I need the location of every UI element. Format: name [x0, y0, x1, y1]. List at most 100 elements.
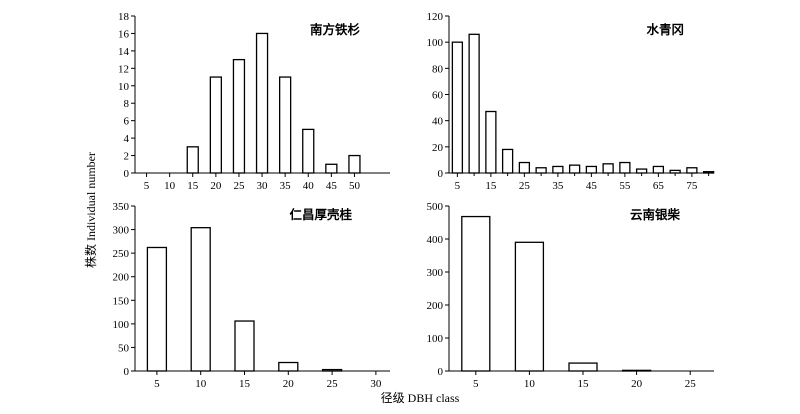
y-tick-label: 350 — [113, 201, 130, 213]
bar-20 — [621, 369, 652, 372]
bar-55 — [619, 161, 631, 174]
bar-25 — [321, 368, 343, 372]
bar-80 — [702, 171, 715, 174]
bar-50 — [348, 154, 361, 174]
x-tick-label: 45 — [326, 180, 338, 192]
bar-70 — [669, 169, 681, 174]
x-tick-label: 55 — [619, 180, 631, 192]
x-tick-label: 35 — [552, 180, 564, 192]
panel-3: 0 50 100 150 200 250 300 350 5 10 15 20 25 30 仁昌厚壳桂 — [113, 201, 390, 390]
y-tick-label: 6 — [124, 116, 130, 128]
bar-5 — [451, 41, 464, 174]
bar-60 — [635, 168, 648, 174]
x-tick-label: 15 — [578, 378, 590, 390]
y-tick-label: 50 — [118, 342, 130, 354]
y-axis-title: 株数 Individual number — [83, 152, 98, 268]
x-tick-label: 40 — [303, 180, 315, 192]
bar-25 — [232, 58, 246, 174]
y-tick-label: 500 — [427, 201, 444, 213]
x-tick-label: 50 — [349, 180, 361, 192]
bar-40 — [568, 164, 581, 174]
y-tick-label: 8 — [124, 98, 130, 110]
y-tick-label: 120 — [427, 11, 444, 23]
bar-15 — [485, 110, 497, 174]
x-tick-label: 15 — [485, 180, 497, 192]
y-tick-label: 300 — [113, 225, 130, 237]
y-tick-label: 40 — [432, 116, 444, 128]
y-tick-label: 14 — [118, 46, 130, 58]
panel-2: 0 20 40 60 80 100 120 5 15 25 35 45 55 65 75 水青冈 — [427, 11, 715, 192]
bar-10 — [514, 241, 545, 372]
x-tick-label: 25 — [327, 378, 339, 390]
bar-35 — [278, 76, 292, 174]
y-tick-label: 10 — [118, 81, 130, 93]
x-tick-label: 45 — [586, 180, 598, 192]
x-tick-label: 15 — [187, 180, 199, 192]
bar-75 — [686, 167, 698, 174]
y-tick-label: 0 — [438, 168, 444, 180]
x-tick-label: 25 — [519, 180, 531, 192]
bar-15 — [568, 362, 598, 372]
y-tick-label: 100 — [113, 319, 130, 331]
y-tick-label: 100 — [427, 333, 444, 345]
panel-title: 云南银柴 — [630, 207, 681, 222]
y-tick-label: 80 — [432, 63, 444, 75]
x-tick-label: 10 — [195, 378, 207, 390]
y-tick-label: 0 — [124, 366, 130, 378]
bar-45 — [585, 165, 598, 174]
x-tick-label: 5 — [144, 180, 150, 192]
y-tick-label: 2 — [124, 151, 130, 163]
bar-30 — [255, 32, 269, 174]
x-tick-label: 65 — [653, 180, 665, 192]
y-tick-label: 4 — [124, 133, 130, 145]
y-tick-label: 250 — [113, 248, 130, 260]
bar-40 — [302, 128, 315, 174]
bar-15 — [186, 146, 199, 174]
x-tick-label: 5 — [154, 378, 160, 390]
x-tick-label: 20 — [210, 180, 222, 192]
y-tick-label: 200 — [113, 272, 130, 284]
y-tick-label: 0 — [438, 366, 444, 378]
x-tick-label: 5 — [473, 378, 479, 390]
y-tick-label: 400 — [427, 234, 444, 246]
bar-20 — [278, 361, 299, 372]
y-tick-label: 150 — [113, 295, 130, 307]
panel-1: 0 2 4 6 8 10 12 14 16 18 5 10 15 20 25 30 35 40 45 50 南方铁杉 — [118, 11, 390, 192]
panel-title: 水青冈 — [646, 22, 684, 37]
x-tick-label: 10 — [524, 378, 536, 390]
bar-20 — [209, 76, 223, 174]
x-tick-label: 25 — [685, 378, 697, 390]
y-tick-label: 200 — [427, 300, 444, 312]
x-tick-label: 35 — [280, 180, 292, 192]
y-tick-label: 18 — [118, 11, 130, 23]
y-tick-label: 60 — [432, 90, 444, 102]
bar-50 — [602, 163, 614, 174]
bar-20 — [501, 148, 514, 174]
y-tick-label: 16 — [118, 28, 130, 40]
x-tick-label: 15 — [239, 378, 251, 390]
panel-title: 南方铁杉 — [310, 22, 361, 37]
x-tick-label: 30 — [257, 180, 269, 192]
x-tick-label: 10 — [164, 180, 176, 192]
x-tick-label: 5 — [455, 180, 461, 192]
x-tick-label: 20 — [631, 378, 643, 390]
x-tick-label: 20 — [283, 378, 295, 390]
panel-4: 0 100 200 300 400 500 5 10 15 20 25 云南银柴 — [427, 201, 714, 390]
y-tick-label: 12 — [118, 63, 129, 75]
x-tick-label: 25 — [233, 180, 245, 192]
bar-35 — [552, 165, 564, 174]
bar-5 — [146, 246, 168, 372]
bar-45 — [325, 163, 338, 174]
y-tick-label: 0 — [124, 168, 130, 180]
x-tick-label: 30 — [370, 378, 382, 390]
x-axis-title: 径级 DBH class — [381, 391, 460, 405]
bar-65 — [652, 165, 665, 174]
panel-title: 仁昌厚壳桂 — [289, 207, 352, 222]
y-tick-label: 20 — [432, 142, 444, 154]
bar-5 — [461, 215, 491, 372]
bar-10 — [468, 33, 480, 174]
y-tick-label: 300 — [427, 267, 444, 279]
y-tick-label: 100 — [427, 37, 444, 49]
